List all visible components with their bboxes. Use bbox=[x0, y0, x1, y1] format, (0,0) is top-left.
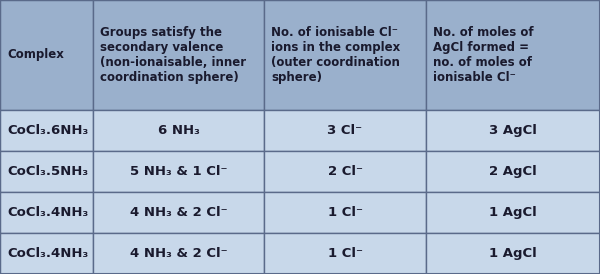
Text: 1 Cl⁻: 1 Cl⁻ bbox=[328, 247, 362, 260]
Bar bbox=[264, 110, 426, 151]
Bar bbox=[426, 192, 600, 233]
Text: 1 AgCl: 1 AgCl bbox=[489, 206, 537, 219]
Text: CoCl₃.6NH₃: CoCl₃.6NH₃ bbox=[7, 124, 88, 137]
Bar bbox=[264, 192, 426, 233]
Bar bbox=[0, 192, 93, 233]
Bar bbox=[426, 0, 600, 110]
Bar bbox=[0, 110, 93, 151]
Bar bbox=[93, 192, 264, 233]
Text: 2 Cl⁻: 2 Cl⁻ bbox=[328, 165, 362, 178]
Text: CoCl₃.4NH₃: CoCl₃.4NH₃ bbox=[7, 247, 88, 260]
Text: 2 AgCl: 2 AgCl bbox=[489, 165, 537, 178]
Text: 4 NH₃ & 2 Cl⁻: 4 NH₃ & 2 Cl⁻ bbox=[130, 247, 227, 260]
Text: 5 NH₃ & 1 Cl⁻: 5 NH₃ & 1 Cl⁻ bbox=[130, 165, 227, 178]
Bar bbox=[0, 0, 93, 110]
Text: CoCl₃.5NH₃: CoCl₃.5NH₃ bbox=[7, 165, 88, 178]
Text: 1 AgCl: 1 AgCl bbox=[489, 247, 537, 260]
Bar bbox=[93, 233, 264, 274]
Bar bbox=[426, 110, 600, 151]
Text: CoCl₃.4NH₃: CoCl₃.4NH₃ bbox=[7, 206, 88, 219]
Bar bbox=[426, 233, 600, 274]
Text: 3 AgCl: 3 AgCl bbox=[489, 124, 537, 137]
Text: Groups satisfy the
secondary valence
(non-ionaisable, inner
coordination sphere): Groups satisfy the secondary valence (no… bbox=[100, 26, 247, 84]
Text: 6 NH₃: 6 NH₃ bbox=[158, 124, 199, 137]
Text: 4 NH₃ & 2 Cl⁻: 4 NH₃ & 2 Cl⁻ bbox=[130, 206, 227, 219]
Bar bbox=[93, 110, 264, 151]
Text: No. of moles of
AgCl formed =
no. of moles of
ionisable Cl⁻: No. of moles of AgCl formed = no. of mol… bbox=[433, 26, 534, 84]
Text: 3 Cl⁻: 3 Cl⁻ bbox=[328, 124, 362, 137]
Bar bbox=[93, 0, 264, 110]
Bar bbox=[93, 151, 264, 192]
Bar bbox=[0, 151, 93, 192]
Bar bbox=[0, 233, 93, 274]
Text: 1 Cl⁻: 1 Cl⁻ bbox=[328, 206, 362, 219]
Text: Complex: Complex bbox=[7, 48, 64, 61]
Bar bbox=[264, 233, 426, 274]
Text: No. of ionisable Cl⁻
ions in the complex
(outer coordination
sphere): No. of ionisable Cl⁻ ions in the complex… bbox=[271, 26, 400, 84]
Bar bbox=[264, 0, 426, 110]
Bar bbox=[426, 151, 600, 192]
Bar bbox=[264, 151, 426, 192]
